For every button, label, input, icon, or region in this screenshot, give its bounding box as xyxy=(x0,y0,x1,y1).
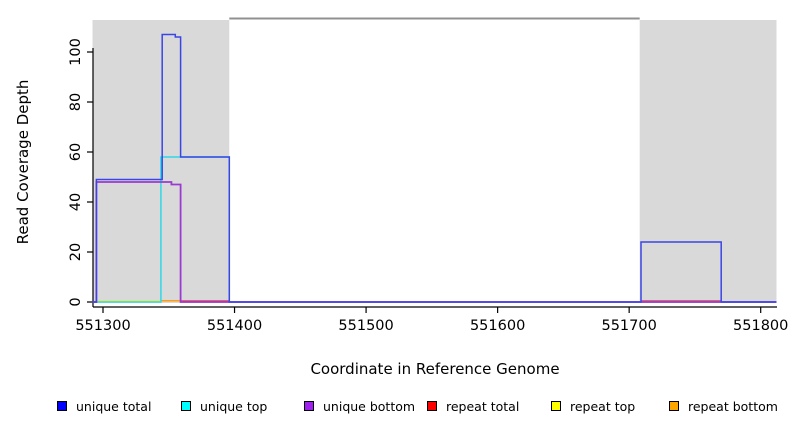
legend-label: unique bottom xyxy=(323,398,416,414)
legend-label: repeat top xyxy=(570,398,636,414)
coverage-plot-canvas: 551300 551400 551500 551600 551700 551800 0 20 4… xyxy=(68,17,788,334)
y-tick-label: 60 xyxy=(68,143,84,161)
unique-total-swatch-icon xyxy=(57,401,67,411)
x-tick-label: 551500 xyxy=(338,318,393,334)
y-tick-label: 20 xyxy=(68,243,84,261)
x-tick-label: 551300 xyxy=(75,318,130,334)
y-tick-label: 40 xyxy=(68,193,84,211)
x-tick-label: 551400 xyxy=(207,318,262,334)
repeat-region-right xyxy=(639,20,777,303)
unique-bottom-swatch-icon xyxy=(304,401,314,411)
series-unique-total xyxy=(92,33,777,303)
y-axis-title: Read Coverage Depth xyxy=(14,79,32,245)
x-tick-label: 551600 xyxy=(470,318,525,334)
legend-label: unique total xyxy=(76,398,152,414)
x-tick-label: 551800 xyxy=(733,318,788,334)
legend-item-unique-total: unique total xyxy=(57,398,151,414)
legend-label: unique top xyxy=(200,398,268,414)
y-tick-label: 100 xyxy=(68,38,84,66)
legend-item-repeat-top: repeat top xyxy=(551,398,635,414)
repeat-bottom-swatch-icon xyxy=(669,401,679,411)
legend-label: repeat total xyxy=(446,398,520,414)
legend-item-repeat-bottom: repeat bottom xyxy=(669,398,778,414)
legend-label: repeat bottom xyxy=(688,398,778,414)
unique-top-swatch-icon xyxy=(181,401,191,411)
x-axis-title: Coordinate in Reference Genome xyxy=(310,360,560,378)
y-tick-label: 80 xyxy=(68,93,84,111)
repeat-top-swatch-icon xyxy=(551,401,561,411)
chart-legend: unique total unique top unique bottom re… xyxy=(0,398,792,420)
repeat-total-swatch-icon xyxy=(427,401,437,411)
x-tick-label: 551700 xyxy=(601,318,656,334)
legend-item-unique-bottom: unique bottom xyxy=(304,398,415,414)
legend-item-repeat-total: repeat total xyxy=(427,398,519,414)
legend-item-unique-top: unique top xyxy=(181,398,267,414)
y-tick-label: 0 xyxy=(68,297,84,306)
